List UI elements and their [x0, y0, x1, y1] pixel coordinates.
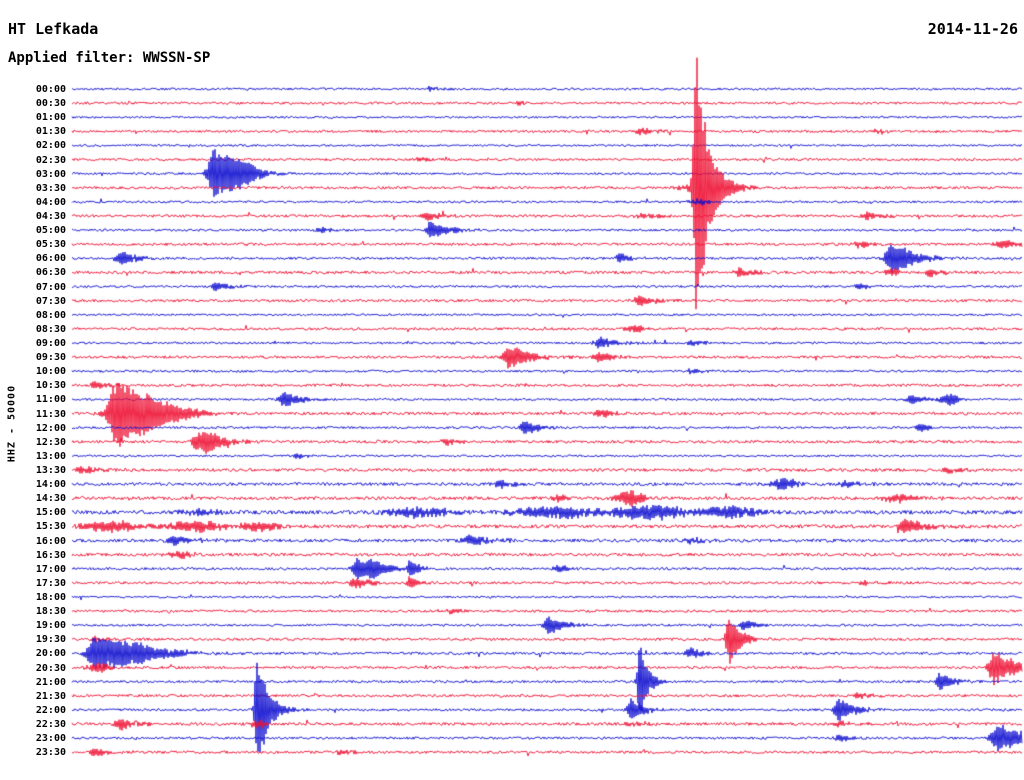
time-label: 02:00: [35, 140, 66, 152]
time-label: 17:00: [35, 563, 66, 575]
time-label: 14:30: [35, 493, 66, 505]
time-label: 02:30: [35, 154, 66, 166]
time-label: 04:30: [35, 210, 66, 222]
time-label: 06:30: [35, 267, 66, 279]
time-label: 22:30: [35, 718, 66, 730]
time-label: 16:30: [35, 549, 66, 561]
time-label: 05:30: [35, 239, 66, 251]
time-label: 23:30: [35, 747, 66, 759]
time-label: 01:30: [35, 126, 66, 138]
time-label: 13:00: [35, 450, 66, 462]
time-label: 23:00: [35, 733, 66, 745]
time-label: 14:00: [35, 479, 66, 491]
time-label: 15:00: [35, 507, 66, 519]
time-label: 12:30: [35, 436, 66, 448]
time-label: 09:30: [35, 352, 66, 364]
time-label: 20:30: [35, 662, 66, 674]
filter-label: Applied filter: WWSSN-SP: [8, 50, 211, 66]
time-label: 00:30: [35, 98, 66, 110]
station-title: HT Lefkada: [8, 20, 99, 38]
time-label: 07:00: [35, 281, 66, 293]
time-label: 13:30: [35, 464, 66, 476]
time-label: 08:30: [35, 323, 66, 335]
time-label: 08:00: [35, 309, 66, 321]
time-label: 12:00: [35, 422, 66, 434]
time-label: 19:30: [35, 634, 66, 646]
time-label: 01:00: [35, 112, 66, 124]
plot-date: 2014-11-26: [927, 20, 1018, 38]
time-label: 10:00: [35, 366, 66, 378]
time-label: 21:30: [35, 690, 66, 702]
time-label: 06:00: [35, 253, 66, 265]
time-label: 11:30: [35, 408, 66, 420]
time-label: 16:00: [35, 535, 66, 547]
time-label: 09:00: [35, 337, 66, 349]
time-label: 00:00: [35, 84, 66, 95]
time-label: 03:30: [35, 182, 66, 194]
time-label: 20:00: [35, 648, 66, 660]
time-label: 22:00: [35, 704, 66, 716]
channel-scale-label: HHZ - 50000: [6, 384, 18, 463]
time-label: 05:00: [35, 225, 66, 237]
time-label: 18:30: [35, 606, 66, 618]
time-label: 03:00: [35, 168, 66, 180]
time-label: 10:30: [35, 380, 66, 392]
time-label: 21:00: [35, 676, 66, 688]
time-label: 07:30: [35, 295, 66, 307]
time-label: 15:30: [35, 521, 66, 533]
time-label: 11:00: [35, 394, 66, 406]
time-label: 19:00: [35, 620, 66, 632]
time-label: 18:00: [35, 591, 66, 603]
time-label: 04:00: [35, 196, 66, 208]
time-label: 17:30: [35, 577, 66, 589]
